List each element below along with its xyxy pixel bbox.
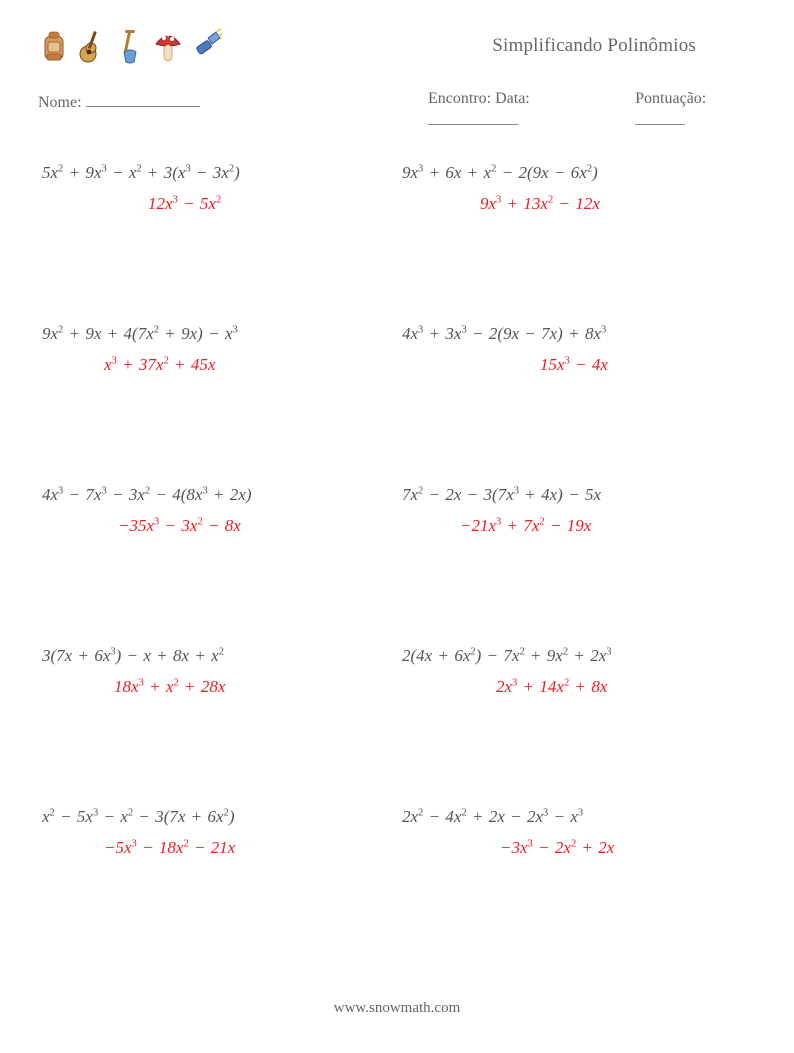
nome-field: Nome:	[38, 90, 428, 130]
problem-4-question: 4x3 + 3x3 − 2(9x − 7x) + 8x3	[402, 321, 752, 347]
problem-3-question: 9x2 + 9x + 4(7x2 + 9x) − x3	[42, 321, 392, 347]
problem-2-answer: 9x3 + 13x2 − 12x	[402, 191, 752, 217]
problem-10: 2x2 − 4x2 + 2x − 2x3 − x3 −3x3 − 2x2 + 2x	[402, 804, 752, 861]
problem-7-answer: 18x3 + x2 + 28x	[42, 674, 392, 700]
problem-8-answer: 2x3 + 14x2 + 8x	[402, 674, 752, 700]
pontuacao-label: Pontuação:	[635, 90, 706, 107]
mushroom-icon	[152, 28, 184, 64]
problem-6: 7x2 − 2x − 3(7x3 + 4x) − 5x −21x3 + 7x2 −…	[402, 482, 752, 539]
footer-url: www.snowmath.com	[0, 1000, 794, 1017]
problem-8-question: 2(4x + 6x2) − 7x2 + 9x2 + 2x3	[402, 643, 752, 669]
problem-7: 3(7x + 6x3) − x + 8x + x2 18x3 + x2 + 28x	[42, 643, 392, 700]
problem-2-question: 9x3 + 6x + x2 − 2(9x − 6x2)	[402, 160, 752, 186]
problem-2: 9x3 + 6x + x2 − 2(9x − 6x2) 9x3 + 13x2 − …	[402, 160, 752, 217]
problem-5-answer: −35x3 − 3x2 − 8x	[42, 513, 392, 539]
header-row: Simplificando Polinômios	[38, 24, 756, 68]
backpack-icon	[38, 28, 70, 64]
problem-5-question: 4x3 − 7x3 − 3x2 − 4(8x3 + 2x)	[42, 482, 392, 508]
data-underline	[428, 108, 518, 125]
info-row: Nome: Encontro: Data: Pontuação:	[38, 90, 756, 130]
flashlight-icon	[190, 28, 222, 64]
pontuacao-field: Pontuação:	[635, 90, 756, 130]
encontro-field: Encontro: Data:	[428, 90, 617, 130]
problem-1-answer: 12x3 − 5x2	[42, 191, 392, 217]
problem-1-question: 5x2 + 9x3 − x2 + 3(x3 − 3x2)	[42, 160, 392, 186]
problem-5: 4x3 − 7x3 − 3x2 − 4(8x3 + 2x) −35x3 − 3x2…	[42, 482, 392, 539]
problem-3: 9x2 + 9x + 4(7x2 + 9x) − x3 x3 + 37x2 + 4…	[42, 321, 392, 378]
problem-6-question: 7x2 − 2x − 3(7x3 + 4x) − 5x	[402, 482, 752, 508]
problem-10-question: 2x2 − 4x2 + 2x − 2x3 − x3	[402, 804, 752, 830]
problem-9: x2 − 5x3 − x2 − 3(7x + 6x2) −5x3 − 18x2 −…	[42, 804, 392, 861]
shovel-icon	[114, 28, 146, 64]
encontro-label: Encontro: Data:	[428, 90, 530, 107]
nome-underline	[86, 90, 200, 107]
problems-grid: 5x2 + 9x3 − x2 + 3(x3 − 3x2) 12x3 − 5x2 9x…	[38, 160, 756, 861]
problem-7-question: 3(7x + 6x3) − x + 8x + x2	[42, 643, 392, 669]
problem-1: 5x2 + 9x3 − x2 + 3(x3 − 3x2) 12x3 − 5x2	[42, 160, 392, 217]
nome-label: Nome:	[38, 94, 82, 111]
problem-6-answer: −21x3 + 7x2 − 19x	[402, 513, 752, 539]
problem-4: 4x3 + 3x3 − 2(9x − 7x) + 8x3 15x3 − 4x	[402, 321, 752, 378]
guitar-icon	[76, 28, 108, 64]
icon-strip	[38, 28, 222, 64]
problem-8: 2(4x + 6x2) − 7x2 + 9x2 + 2x3 2x3 + 14x2 …	[402, 643, 752, 700]
problem-4-answer: 15x3 − 4x	[402, 352, 752, 378]
problem-9-question: x2 − 5x3 − x2 − 3(7x + 6x2)	[42, 804, 392, 830]
pont-underline	[635, 108, 685, 125]
page-title: Simplificando Polinômios	[492, 35, 756, 57]
problem-3-answer: x3 + 37x2 + 45x	[42, 352, 392, 378]
problem-9-answer: −5x3 − 18x2 − 21x	[42, 835, 392, 861]
problem-10-answer: −3x3 − 2x2 + 2x	[402, 835, 752, 861]
